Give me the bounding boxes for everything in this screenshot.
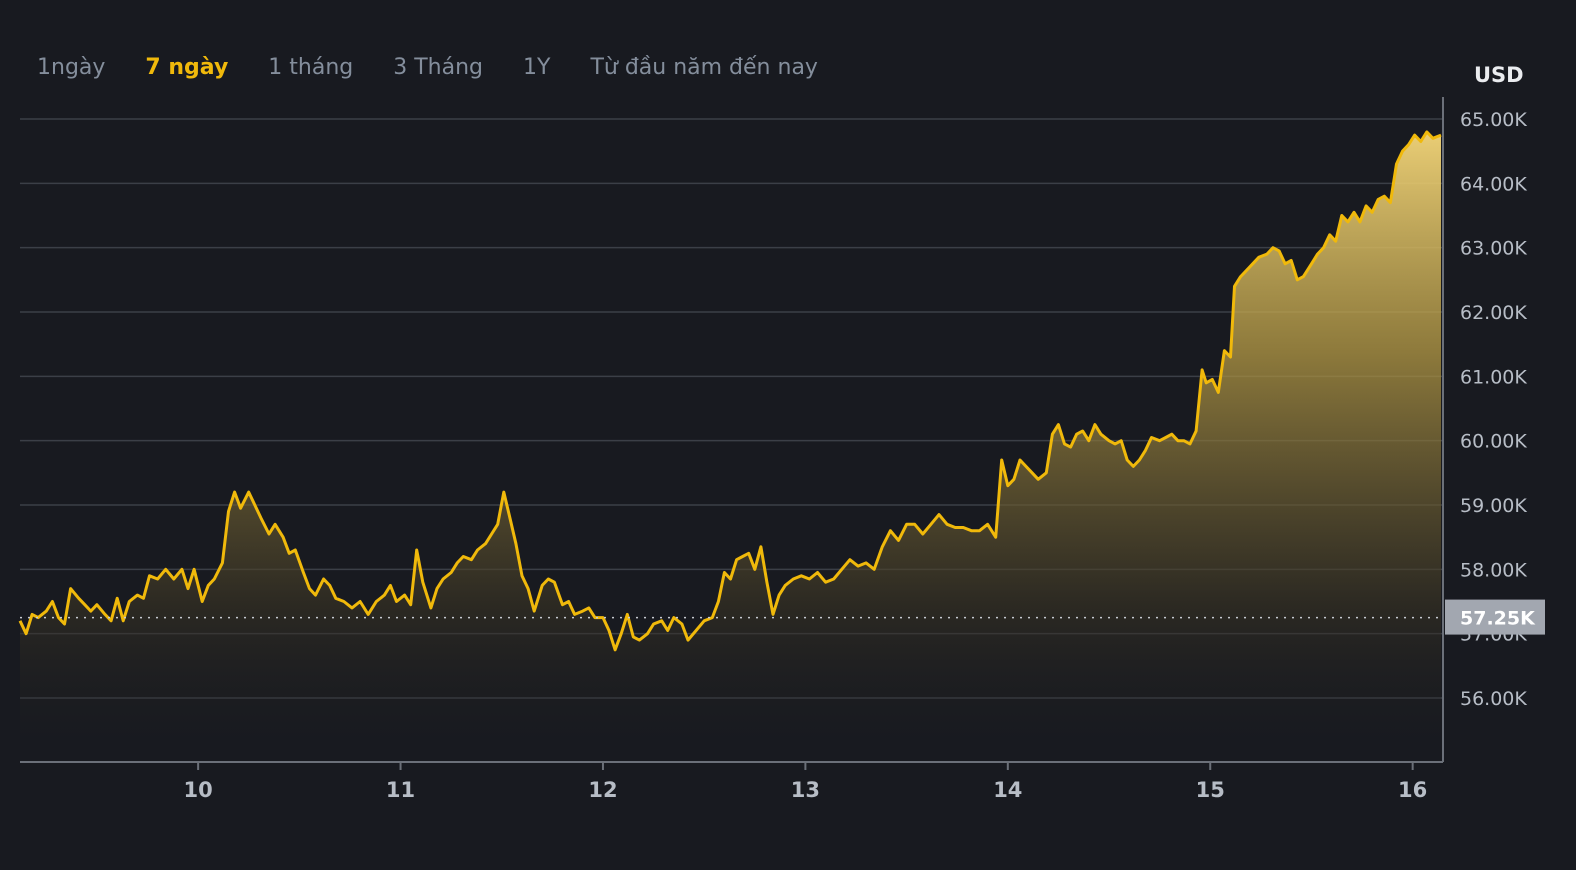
tab-7-days[interactable]: 7 ngày — [145, 54, 229, 80]
y-tick-label: 58.00K — [1460, 559, 1527, 581]
currency-label: USD — [1474, 63, 1524, 87]
y-tick-label: 65.00K — [1460, 109, 1527, 131]
current-price-tag-text: 57.25K — [1460, 608, 1536, 630]
x-tick-label: 16 — [1398, 778, 1427, 802]
y-tick-label: 56.00K — [1460, 688, 1527, 710]
tick-labels: 56.00K57.00K58.00K59.00K60.00K61.00K62.0… — [184, 109, 1528, 802]
x-tick-label: 12 — [588, 778, 617, 802]
tab-1-month[interactable]: 1 tháng — [268, 54, 354, 80]
x-tick-label: 15 — [1196, 778, 1225, 802]
tab-1-day[interactable]: 1ngày — [37, 54, 106, 80]
x-tick-label: 13 — [791, 778, 820, 802]
current-price-tag: 57.25K — [1445, 599, 1545, 635]
price-line — [18, 130, 1442, 652]
y-tick-label: 62.00K — [1460, 302, 1527, 324]
y-tick-label: 63.00K — [1460, 238, 1527, 260]
x-tick-label: 14 — [993, 778, 1022, 802]
axes — [20, 97, 1444, 770]
current-price-tag-bg — [1445, 599, 1545, 635]
tab-year-to-date[interactable]: Từ đầu năm đến nay — [590, 54, 818, 80]
y-tick-label: 61.00K — [1460, 366, 1527, 388]
tab-3-months[interactable]: 3 Tháng — [393, 54, 484, 80]
timeframe-tabs: 1ngày 7 ngày 1 tháng 3 Tháng 1Y Từ đầu n… — [37, 52, 858, 82]
price-area-fill — [20, 131, 1441, 762]
y-tick-label: 60.00K — [1460, 431, 1527, 453]
y-tick-label: 59.00K — [1460, 495, 1527, 517]
x-tick-label: 11 — [386, 778, 415, 802]
tab-1-year[interactable]: 1Y — [523, 54, 551, 80]
x-tick-label: 10 — [184, 778, 213, 802]
y-tick-label: 64.00K — [1460, 173, 1527, 195]
